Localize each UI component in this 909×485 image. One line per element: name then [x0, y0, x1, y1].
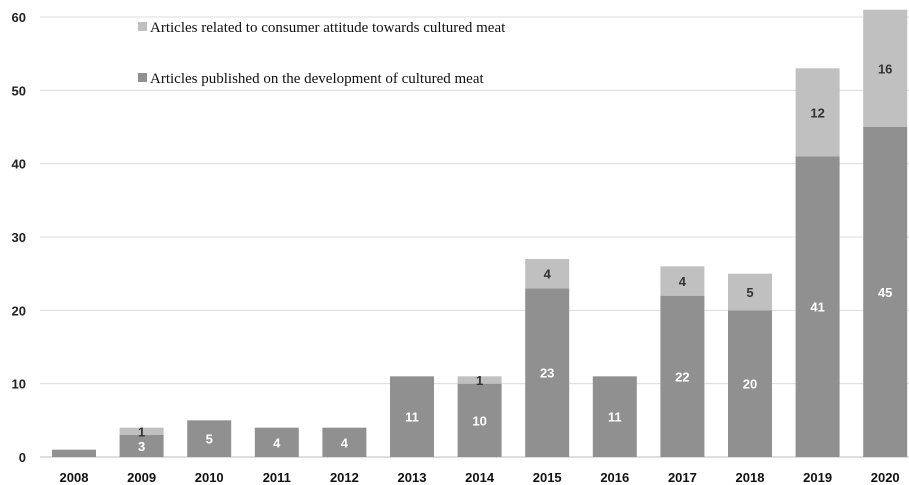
legend: Articles related to consumer attitude to…: [138, 20, 506, 87]
bar-segment-development: [457, 383, 502, 457]
legend-swatch-consumer-attitude: [138, 22, 147, 31]
data-label: 45: [878, 285, 892, 300]
data-label: 16: [878, 61, 892, 76]
y-tick-label: 60: [12, 10, 26, 25]
y-tick-label: 50: [12, 83, 26, 98]
y-tick-label: 20: [12, 303, 26, 318]
data-label: 41: [810, 300, 824, 315]
x-tick-label: 2009: [127, 470, 156, 485]
y-axis: 0 10 20 30 40 50 60: [12, 10, 26, 465]
data-label: 11: [405, 410, 419, 425]
data-label: 12: [810, 105, 824, 120]
bar-segment-development: [660, 295, 705, 457]
data-label: 11: [608, 410, 622, 425]
data-label: 10: [472, 413, 486, 428]
legend-swatch-development: [138, 73, 147, 82]
x-tick-label: 2019: [803, 470, 832, 485]
y-tick-label: 0: [19, 450, 26, 465]
bar-segment-consumer-attitude: [728, 273, 772, 311]
bar-segment-consumer-attitude: [863, 9, 908, 128]
bar-segment-development: [52, 449, 96, 457]
x-tick-label: 2011: [263, 470, 291, 485]
bar-segment-development: [187, 420, 232, 457]
x-tick-label: 2012: [330, 470, 359, 485]
legend-label-development: Articles published on the development of…: [150, 71, 484, 87]
bar-segment-development: [525, 288, 570, 457]
x-tick-label: 2016: [600, 470, 629, 485]
x-tick-label: 2010: [195, 470, 224, 485]
x-tick-label: 2015: [533, 470, 562, 485]
legend-label-consumer-attitude: Articles related to consumer attitude to…: [150, 20, 506, 36]
bar-segment-development: [390, 376, 434, 457]
x-axis: 2008 2009 2010 2011 2012 2013 2014 2015 2016 2017…: [60, 470, 900, 485]
data-label: 4: [273, 435, 281, 450]
x-tick-label: 2020: [871, 470, 900, 485]
x-tick-label: 2014: [465, 470, 495, 485]
x-tick-label: 2013: [398, 470, 427, 485]
y-tick-label: 30: [12, 230, 26, 245]
x-tick-label: 2008: [60, 470, 89, 485]
data-label: 5: [746, 285, 753, 300]
data-label: 4: [544, 267, 552, 282]
bar-segment-development: [592, 376, 637, 457]
data-label: 20: [743, 377, 757, 392]
bar-segment-development: [322, 427, 367, 457]
bar-segment-development: [728, 310, 772, 457]
gridlines: [40, 16, 909, 458]
bar-segment-development: [254, 427, 299, 457]
y-tick-label: 10: [12, 377, 26, 392]
data-label: 1: [138, 424, 145, 439]
bar-segment-development: [119, 435, 164, 457]
bar-segment-consumer-attitude: [525, 259, 570, 289]
x-tick-label: 2017: [668, 470, 697, 485]
bar-segment-development: [795, 156, 840, 458]
y-tick-label: 40: [12, 157, 26, 172]
data-label: 22: [675, 369, 689, 384]
bar-segment-consumer-attitude: [660, 266, 705, 296]
bar-segment-development: [863, 127, 908, 457]
data-label: 23: [540, 366, 554, 381]
data-label: 4: [341, 435, 349, 450]
x-tick-label: 2018: [736, 470, 765, 485]
data-label: 1: [476, 373, 483, 388]
bar-segment-consumer-attitude: [119, 427, 164, 435]
bar-segment-consumer-attitude: [457, 376, 502, 384]
bar-segment-consumer-attitude: [795, 68, 840, 157]
data-label: 5: [206, 432, 213, 447]
data-label: 3: [138, 439, 145, 454]
data-label: 4: [679, 274, 687, 289]
